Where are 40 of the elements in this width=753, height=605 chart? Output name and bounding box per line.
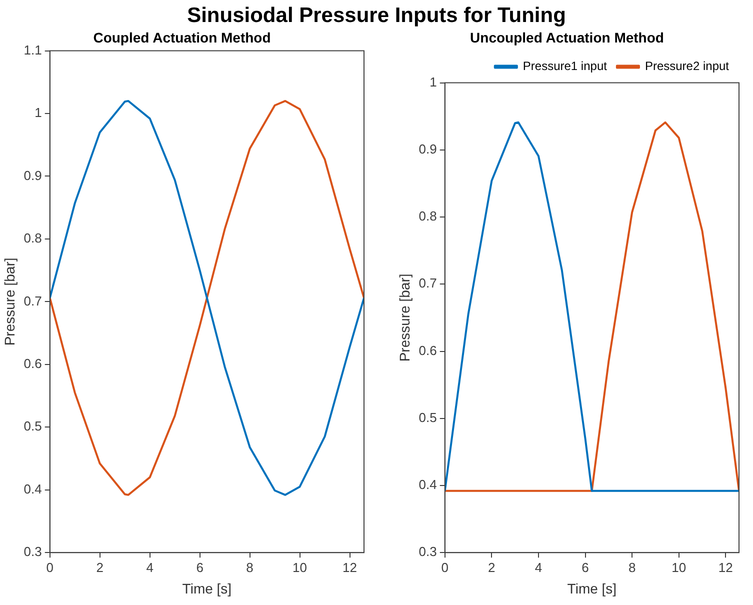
x-tick-label: 8 (246, 560, 254, 575)
legend-label: Pressure1 input (522, 59, 608, 74)
y-tick-label: 0.6 (24, 356, 42, 372)
x-tick-label: 0 (46, 560, 54, 575)
x-tick-label: 10 (672, 560, 686, 575)
x-tick-label: 4 (146, 560, 154, 575)
x-tick-label: 12 (718, 560, 733, 575)
x-axis-title: Time [s] (182, 580, 232, 596)
chart-subtitle: Uncoupled Actuation Method (470, 29, 664, 46)
y-tick-label: 1 (34, 105, 42, 120)
x-axis-title: Time [s] (567, 580, 617, 596)
y-tick-label: 0.3 (418, 544, 437, 560)
chart-title: Sinusiodal Pressure Inputs for Tuning (186, 4, 567, 28)
y-axis-title: Pressure [bar] (1, 258, 18, 346)
y-tick-label: 0.4 (418, 477, 437, 492)
y-tick-label: 0.9 (24, 168, 42, 183)
x-tick-label: 10 (292, 560, 308, 575)
y-tick-label: 0.6 (418, 342, 437, 358)
y-tick-label: 1.1 (24, 42, 42, 58)
x-tick-label: 6 (582, 560, 589, 575)
y-tick-label: 0.8 (24, 230, 42, 246)
x-tick-label: 12 (342, 560, 357, 575)
y-tick-label: 0.7 (418, 276, 437, 291)
x-tick-label: 4 (534, 560, 542, 575)
y-tick-label: 1 (430, 74, 437, 90)
y-tick-label: 0.3 (24, 544, 42, 560)
y-axis-title: Pressure [bar] (396, 274, 412, 362)
legend-label: Pressure2 input (644, 59, 730, 74)
x-tick-label: 2 (96, 560, 104, 575)
y-tick-label: 0.8 (418, 208, 437, 224)
x-tick-label: 2 (488, 560, 496, 575)
y-tick-label: 0.4 (24, 481, 42, 496)
y-tick-label: 0.9 (418, 141, 437, 156)
x-tick-label: 0 (441, 560, 448, 575)
x-tick-label: 6 (196, 560, 204, 575)
y-tick-label: 0.5 (418, 410, 437, 425)
x-tick-label: 8 (628, 560, 636, 575)
y-tick-label: 0.5 (24, 418, 42, 434)
chart-subtitle: Coupled Actuation Method (93, 29, 271, 46)
y-tick-label: 0.7 (24, 293, 42, 308)
